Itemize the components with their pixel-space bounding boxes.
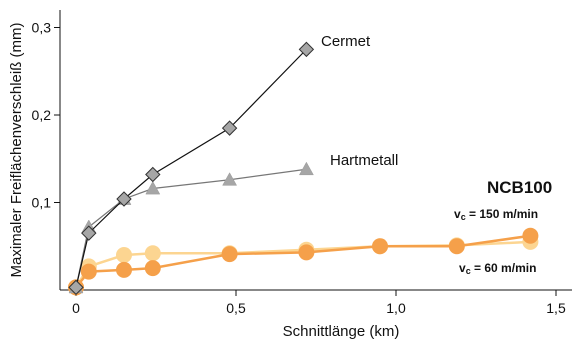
data-point (145, 180, 161, 195)
hartmetall-label: Hartmetall (330, 152, 398, 169)
data-point (80, 263, 97, 280)
data-point (372, 238, 388, 255)
data-point (221, 120, 238, 136)
vc150-rest: = 150 m/min (466, 207, 538, 221)
x-tick-label: 0 (72, 300, 80, 316)
data-point (116, 261, 132, 278)
series-layer (68, 41, 539, 296)
data-point (448, 238, 465, 255)
vc150-sub: c (461, 212, 466, 222)
x-tick-label: 1,5 (546, 300, 566, 316)
data-point (298, 41, 315, 58)
data-point (68, 279, 84, 296)
vc60-rest: = 60 m/min (471, 261, 537, 275)
series-1 (68, 161, 314, 294)
chart-annotations: Cermet Hartmetall NCB100 vc = 150 m/min … (321, 33, 552, 276)
data-point (144, 260, 161, 277)
series-line (75, 48, 307, 288)
data-point (81, 225, 97, 241)
ncb100-label: NCB100 (487, 178, 552, 197)
y-tick-label: 0,1 (32, 195, 52, 211)
series-2 (68, 233, 539, 296)
data-point (522, 227, 539, 244)
cermet-label: Cermet (321, 33, 371, 50)
data-point (116, 191, 132, 207)
data-point (145, 166, 161, 183)
series-3 (68, 227, 539, 296)
vc60-label: vc = 60 m/min (459, 261, 536, 276)
y-axis-title: Maximaler Freiflächenverschleiß (mm) (8, 22, 25, 277)
y-tick-label: 0,3 (32, 20, 52, 36)
vc60-prefix: v (459, 261, 466, 275)
data-point (221, 246, 238, 263)
data-point (298, 161, 314, 176)
x-tick-label: 0,5 (226, 300, 246, 316)
axes: 0 0,5 1,0 1,5 0,1 0,2 0,3 Schnittlänge (km) Maxi… (8, 10, 572, 340)
vc60-sub: c (466, 266, 471, 276)
y-tick-label: 0,2 (32, 107, 52, 123)
series-0 (68, 41, 315, 296)
data-point (222, 172, 238, 186)
data-point (144, 245, 161, 262)
x-tick-label: 1,0 (386, 300, 406, 316)
vc150-prefix: v (454, 207, 461, 221)
data-point (298, 244, 315, 261)
x-axis-title: Schnittlänge (km) (283, 323, 400, 340)
vc150-label: vc = 150 m/min (454, 207, 538, 222)
data-point (116, 247, 132, 263)
